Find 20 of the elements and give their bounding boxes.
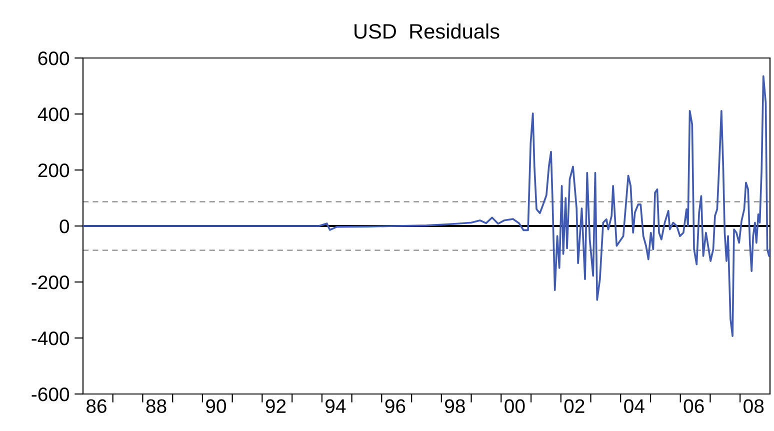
x-tick-label: 98 (445, 399, 465, 414)
x-tick-label: 04 (624, 399, 644, 414)
x-tick-label: 90 (206, 399, 226, 414)
y-tick-label: 0 (60, 219, 70, 234)
x-tick-label: 08 (744, 399, 764, 414)
x-tick-label: 92 (266, 399, 286, 414)
x-tick-label: 00 (504, 399, 525, 414)
y-tick-label: 400 (38, 107, 70, 122)
x-tick-label: 02 (564, 399, 584, 414)
x-tick-label: 96 (385, 399, 406, 414)
y-tick-label: -400 (32, 331, 70, 346)
x-tick-label: 86 (86, 399, 106, 414)
y-tick-label: -200 (32, 275, 70, 290)
chart-title: USD Residuals (354, 23, 500, 39)
x-tick-label: 88 (146, 399, 166, 414)
y-tick-label: 600 (38, 51, 70, 66)
x-tick-label: 06 (684, 399, 704, 414)
y-tick-label: 200 (38, 163, 70, 178)
x-tick-label: 94 (326, 399, 346, 414)
y-tick-label: -600 (32, 387, 70, 402)
